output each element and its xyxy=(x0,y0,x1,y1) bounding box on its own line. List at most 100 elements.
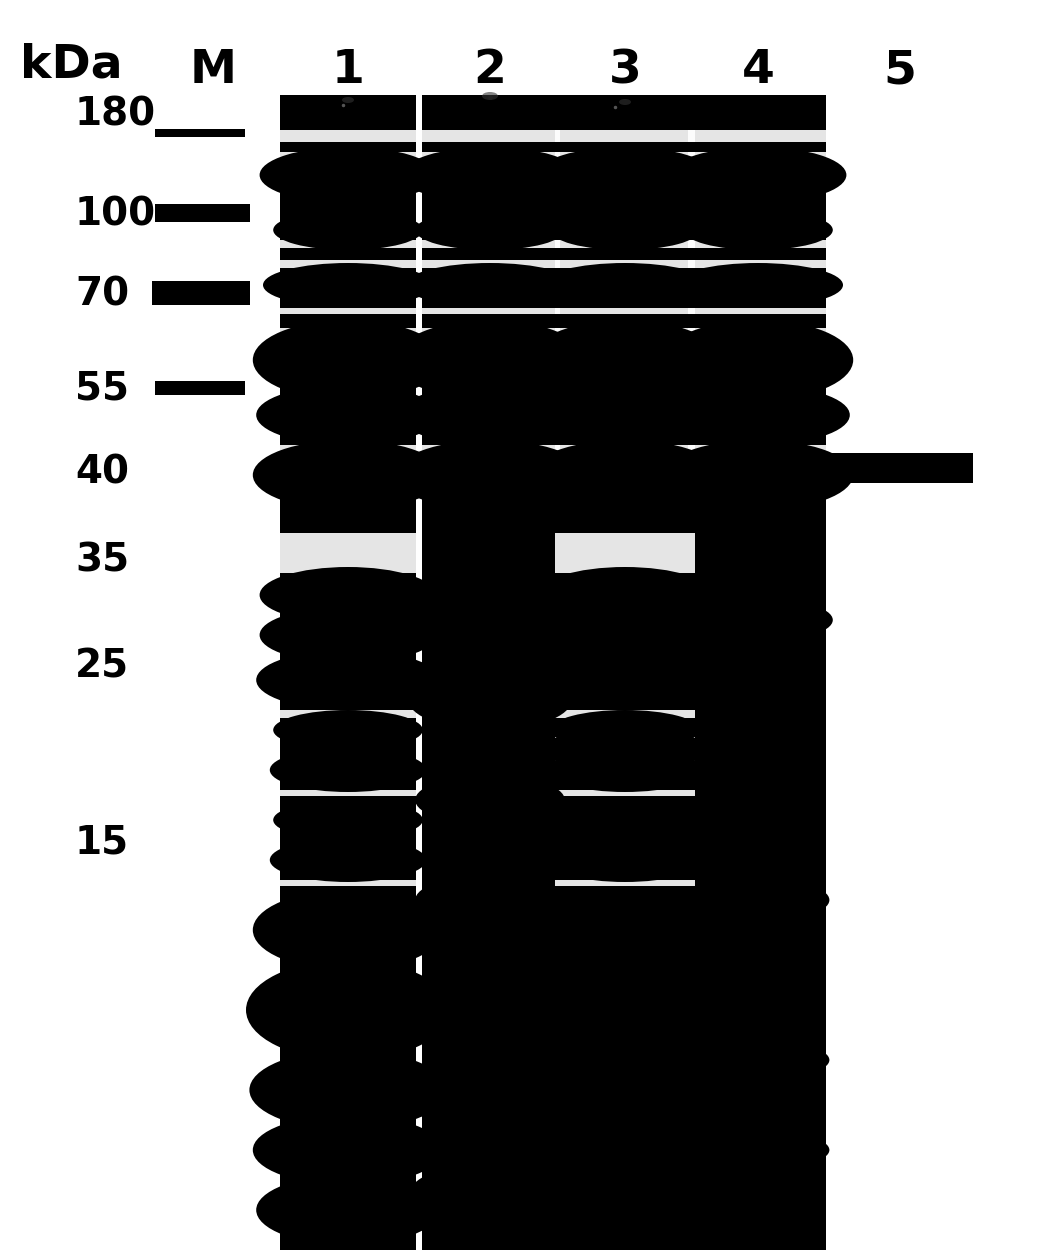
Bar xyxy=(555,709,695,718)
Ellipse shape xyxy=(551,709,700,750)
Ellipse shape xyxy=(547,748,703,793)
Bar xyxy=(155,381,245,394)
Text: 15: 15 xyxy=(75,824,129,862)
Ellipse shape xyxy=(260,607,436,663)
Bar xyxy=(420,275,560,281)
Ellipse shape xyxy=(252,1115,443,1184)
Bar xyxy=(555,239,695,248)
Text: 4: 4 xyxy=(742,48,775,93)
Ellipse shape xyxy=(257,1176,440,1245)
Bar xyxy=(420,328,560,335)
Bar xyxy=(688,307,828,314)
Text: 2: 2 xyxy=(474,48,507,93)
Ellipse shape xyxy=(673,263,843,307)
Ellipse shape xyxy=(395,320,585,399)
Bar xyxy=(278,130,418,142)
Bar xyxy=(422,94,558,1250)
Ellipse shape xyxy=(523,960,727,1060)
Bar xyxy=(555,420,695,428)
Bar xyxy=(555,445,695,454)
Bar xyxy=(555,260,695,268)
Bar xyxy=(278,879,418,886)
Bar xyxy=(278,445,418,454)
Ellipse shape xyxy=(260,147,436,203)
Ellipse shape xyxy=(270,838,427,882)
Ellipse shape xyxy=(405,263,575,307)
Ellipse shape xyxy=(398,386,582,445)
Ellipse shape xyxy=(533,386,717,445)
Bar xyxy=(555,760,695,769)
Bar xyxy=(420,239,560,248)
Bar xyxy=(278,307,418,314)
Bar xyxy=(278,760,418,769)
Bar xyxy=(278,790,418,796)
Ellipse shape xyxy=(260,567,436,622)
Ellipse shape xyxy=(270,748,427,793)
Bar xyxy=(155,129,245,137)
Ellipse shape xyxy=(662,440,853,510)
Bar xyxy=(555,879,695,886)
Bar xyxy=(278,239,418,248)
Ellipse shape xyxy=(618,100,631,105)
Text: 40: 40 xyxy=(75,454,129,491)
Bar xyxy=(278,328,418,335)
Ellipse shape xyxy=(536,607,713,663)
Text: 3: 3 xyxy=(609,48,641,93)
Ellipse shape xyxy=(412,595,568,645)
Ellipse shape xyxy=(395,440,585,510)
Ellipse shape xyxy=(415,210,565,249)
Bar xyxy=(420,307,560,314)
Ellipse shape xyxy=(252,320,443,399)
Ellipse shape xyxy=(409,970,572,1029)
Bar xyxy=(827,454,972,483)
Bar xyxy=(688,445,828,454)
Ellipse shape xyxy=(246,960,450,1060)
Ellipse shape xyxy=(273,709,422,750)
Text: 1: 1 xyxy=(332,48,364,93)
Ellipse shape xyxy=(551,800,700,840)
Ellipse shape xyxy=(530,1115,721,1184)
Ellipse shape xyxy=(533,650,717,709)
Bar xyxy=(278,533,418,573)
Text: 100: 100 xyxy=(75,197,156,234)
Bar xyxy=(420,260,560,268)
Ellipse shape xyxy=(415,874,565,925)
Ellipse shape xyxy=(530,890,721,970)
Ellipse shape xyxy=(551,210,700,249)
Bar xyxy=(688,130,828,142)
Ellipse shape xyxy=(547,838,703,882)
Ellipse shape xyxy=(482,92,498,100)
Ellipse shape xyxy=(409,1070,572,1130)
Text: 55: 55 xyxy=(75,369,129,407)
Bar xyxy=(555,730,695,738)
Ellipse shape xyxy=(402,147,579,203)
Ellipse shape xyxy=(670,147,847,203)
Text: 180: 180 xyxy=(75,96,156,134)
Bar xyxy=(557,94,693,1250)
Ellipse shape xyxy=(273,210,422,249)
Bar xyxy=(555,307,695,314)
Bar xyxy=(278,730,418,738)
Text: 70: 70 xyxy=(75,276,129,314)
Ellipse shape xyxy=(249,1050,446,1130)
Text: 35: 35 xyxy=(75,541,129,580)
Bar xyxy=(420,420,560,428)
Ellipse shape xyxy=(683,210,832,249)
Bar xyxy=(555,533,695,573)
Ellipse shape xyxy=(662,320,853,399)
Ellipse shape xyxy=(530,440,721,510)
Ellipse shape xyxy=(412,1166,568,1215)
Bar xyxy=(155,130,245,135)
Bar xyxy=(278,856,418,861)
Bar xyxy=(420,130,560,142)
Bar xyxy=(555,328,695,335)
Ellipse shape xyxy=(690,960,826,1000)
Ellipse shape xyxy=(257,650,440,709)
Bar xyxy=(688,239,828,248)
Bar xyxy=(420,152,560,163)
Ellipse shape xyxy=(252,890,443,970)
Bar xyxy=(688,420,828,428)
Bar xyxy=(155,204,250,222)
Bar xyxy=(688,152,828,163)
Text: M: M xyxy=(190,48,237,93)
